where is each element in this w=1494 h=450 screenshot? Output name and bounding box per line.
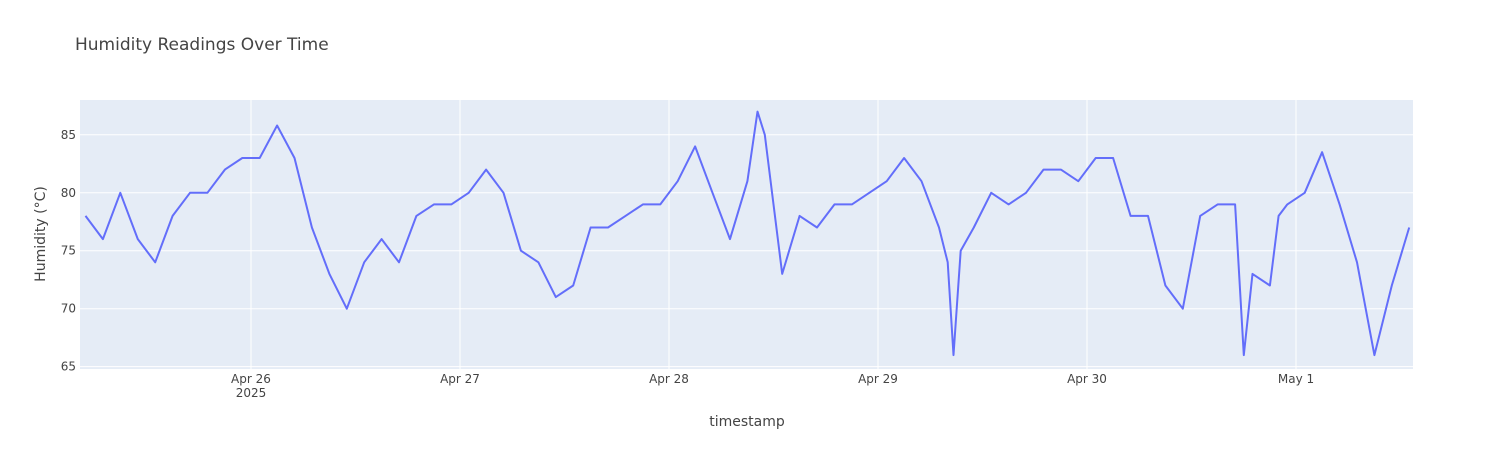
y-tick-label: 75 xyxy=(61,244,76,258)
y-tick-label: 80 xyxy=(61,186,76,200)
x-axis-title: timestamp xyxy=(709,414,785,430)
marks xyxy=(84,110,1411,357)
x-tick-label: Apr 26 2025 xyxy=(231,372,271,400)
x-tick-label: Apr 30 xyxy=(1067,372,1107,386)
x-tick-label: Apr 29 xyxy=(858,372,898,386)
plot-area xyxy=(80,100,1413,369)
y-tick-label: 65 xyxy=(61,360,76,374)
y-axis-title: Humidity (°C) xyxy=(33,186,49,282)
labels: 65 70 75 80 85 Apr 26 2025 Apr 27 Apr 28 Apr 29 Ap… xyxy=(61,128,1314,400)
data-line xyxy=(84,110,1411,357)
x-tick-label: Apr 28 xyxy=(649,372,689,386)
x-tick-label: May 1 xyxy=(1278,372,1314,386)
y-tick-label: 70 xyxy=(61,302,76,316)
x-tick-label: Apr 27 xyxy=(440,372,480,386)
y-tick-label: 85 xyxy=(61,128,76,142)
chart-title: Humidity Readings Over Time xyxy=(75,35,329,55)
grid xyxy=(80,100,1413,369)
